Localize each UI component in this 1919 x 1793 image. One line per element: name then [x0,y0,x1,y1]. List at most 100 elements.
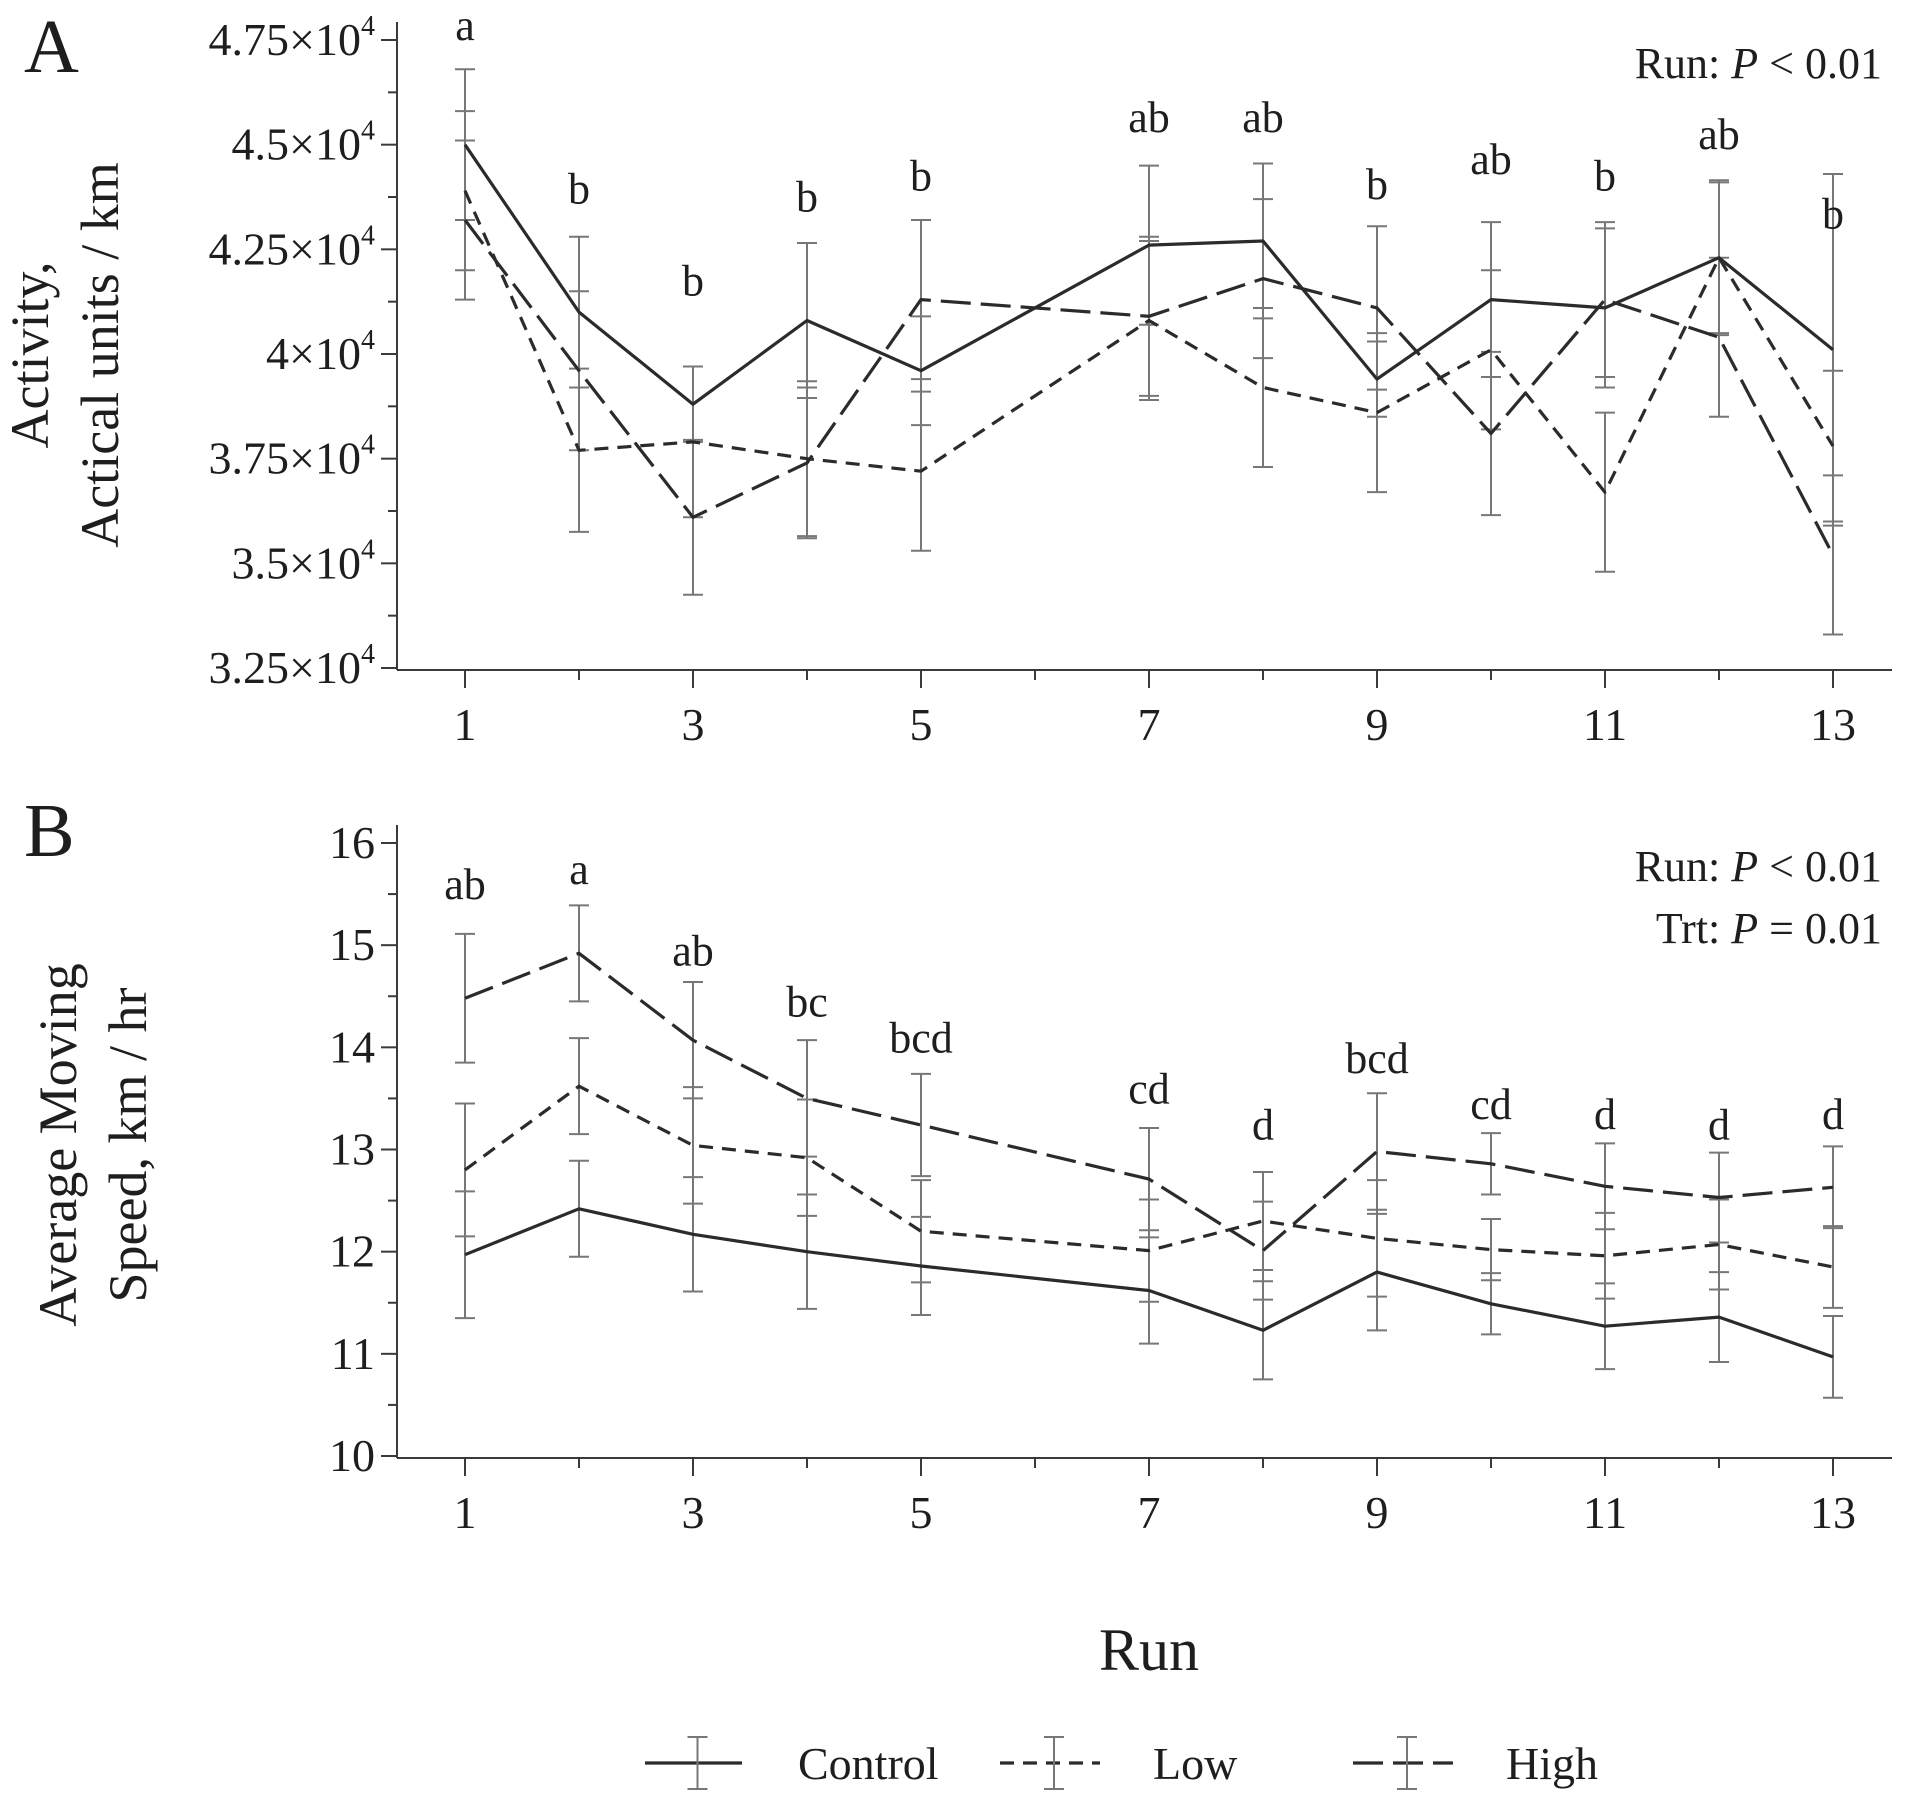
significance-letter: d [1708,1100,1730,1149]
x-tick-label: 13 [1810,699,1856,750]
significance-letter: bcd [1345,1034,1409,1083]
significance-letter: bcd [889,1013,953,1062]
y-tick-mantissa: 4.75×10 [209,14,361,65]
x-tick-label: 1 [454,699,477,750]
y-axis-label: Actical units / km [70,162,130,547]
stat-p: P [1730,904,1758,953]
series-line-control [464,1207,1834,1359]
significance-letter: b [1366,160,1388,209]
stat-annotation: Trt: P = 0.01 [1656,904,1882,953]
panel-letter: B [24,789,75,873]
y-tick-mantissa: 16 [329,817,375,868]
y-tick-exponent: 4 [361,11,375,42]
x-tick-label: 13 [1810,1487,1856,1538]
stat-value: < 0.01 [1758,842,1882,891]
y-tick-mantissa: 3.75×10 [209,433,361,484]
y-tick-label: 3.75×104 [209,430,375,484]
significance-letter: ab [1128,93,1170,142]
y-tick-mantissa: 4.25×10 [209,223,361,274]
significance-letter: b [568,164,590,213]
y-tick-label: 3.25×104 [209,639,375,693]
y-tick-label: 4×104 [266,325,375,379]
legend-label-high: High [1506,1738,1598,1789]
significance-letter: b [910,152,932,201]
significance-letter: ab [1698,110,1740,159]
y-tick-label: 3.5×104 [232,534,375,588]
series-line-low [464,1084,1834,1269]
y-axis-label: Speed, km / hr [98,988,158,1303]
y-tick-label: 13 [329,1124,375,1175]
significance-letter: b [682,256,704,305]
stat-label: Trt: [1656,904,1731,953]
significance-letter: ab [672,927,714,976]
legend: Control Low High [645,1736,1598,1790]
y-tick-label: 4.5×104 [232,116,375,170]
x-tick-label: 9 [1366,1487,1389,1538]
y-tick-label: 16 [329,817,375,868]
stat-p: P [1730,39,1758,88]
x-tick-label: 1 [454,1487,477,1538]
y-tick-mantissa: 14 [329,1021,375,1072]
x-axis-label: Run [1099,1617,1199,1683]
y-tick-exponent: 4 [361,534,375,565]
y-tick-mantissa: 10 [329,1430,375,1481]
significance-letter: cd [1128,1065,1170,1114]
x-tick-label: 5 [910,699,933,750]
significance-letter: d [1594,1090,1616,1139]
y-tick-mantissa: 13 [329,1124,375,1175]
x-tick-label: 5 [910,1487,933,1538]
stat-annotation: Run: P < 0.01 [1635,842,1882,891]
y-tick-mantissa: 3.25×10 [209,642,361,693]
significance-letter: ab [444,860,486,909]
significance-letter: a [569,845,589,894]
y-tick-label: 10 [329,1430,375,1481]
y-axis-label: Activity, [0,262,60,449]
y-tick-mantissa: 3.5×10 [232,537,361,588]
y-tick-exponent: 4 [361,325,375,356]
stat-label: Run: [1635,39,1732,88]
y-tick-label: 4.75×104 [209,11,375,65]
x-tick-label: 9 [1366,699,1389,750]
x-tick-label: 7 [1138,1487,1161,1538]
significance-letter: b [1822,189,1844,238]
significance-letter: ab [1242,93,1284,142]
y-tick-label: 14 [329,1021,375,1072]
stat-value: < 0.01 [1758,39,1882,88]
panel-a: 3.25×1043.5×1043.75×1044×1044.25×1044.5×… [0,1,1892,750]
y-tick-mantissa: 4.5×10 [232,119,361,170]
x-tick-label: 3 [682,699,705,750]
series-line-high [463,219,1835,556]
significance-letter: ab [1470,135,1512,184]
panel-letter: A [24,5,79,89]
significance-letter: d [1252,1100,1274,1149]
y-tick-label: 12 [329,1226,375,1277]
significance-letter: b [796,173,818,222]
legend-label-control: Control [798,1738,939,1789]
y-tick-mantissa: 12 [329,1226,375,1277]
series-line-low [463,190,1835,494]
y-tick-exponent: 4 [361,639,375,670]
stat-annotation: Run: P < 0.01 [1635,39,1882,88]
y-tick-mantissa: 15 [329,919,375,970]
y-tick-exponent: 4 [361,430,375,461]
y-tick-exponent: 4 [361,116,375,147]
y-tick-label: 11 [331,1328,375,1379]
x-tick-label: 11 [1583,699,1627,750]
y-tick-mantissa: 4×10 [266,328,361,379]
y-tick-label: 4.25×104 [209,220,375,274]
stat-label: Run: [1635,842,1732,891]
series-line-control [463,143,1835,406]
significance-letter: cd [1470,1080,1512,1129]
significance-letter: bc [786,978,828,1027]
y-tick-mantissa: 11 [331,1328,375,1379]
significance-letter: a [455,1,475,50]
y-tick-label: 15 [329,919,375,970]
significance-letter: d [1822,1090,1844,1139]
y-axis-label: Average Moving [28,963,88,1326]
significance-letter: b [1594,152,1616,201]
legend-label-low: Low [1153,1738,1238,1789]
x-tick-label: 7 [1138,699,1161,750]
x-tick-label: 3 [682,1487,705,1538]
